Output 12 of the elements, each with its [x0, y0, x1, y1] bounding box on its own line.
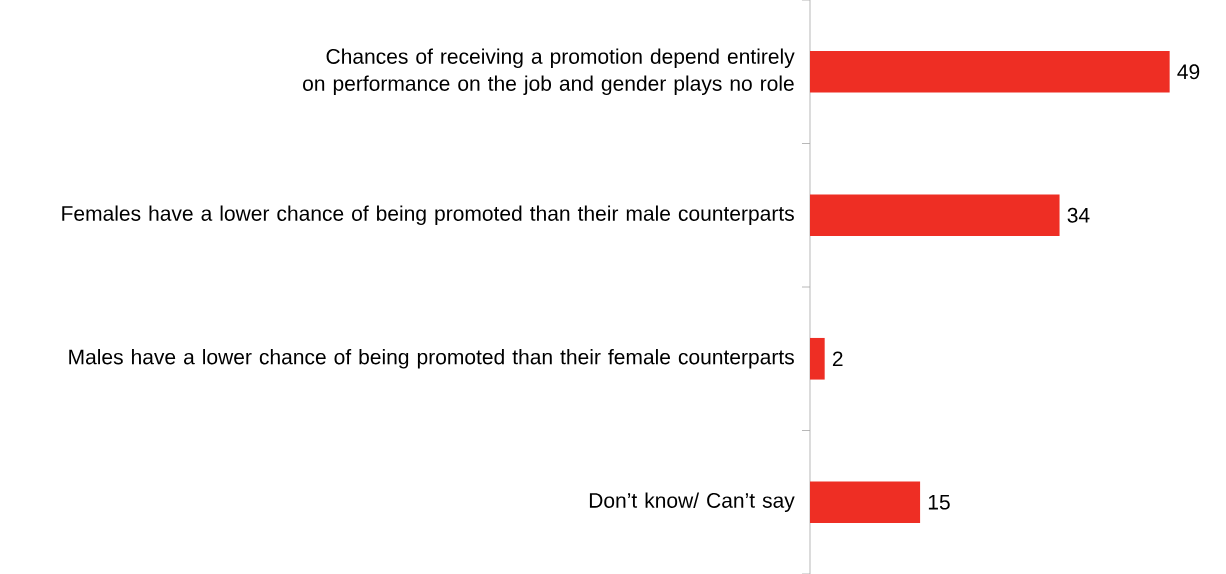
data-label: 49: [1177, 64, 1200, 80]
bar: [810, 337, 825, 380]
y-tick-label: Don’t know/ Can’t say: [589, 492, 795, 513]
data-label: 34: [1067, 207, 1090, 223]
y-tick-label: Chances of receiving a promotion depend entirely on performance on the job and gender plays no role: [303, 48, 795, 96]
data-label: 15: [928, 494, 950, 510]
y-tick-label: Females have a lower chance of being promoted than their male counterparts: [62, 205, 794, 226]
bar: [810, 481, 921, 524]
y-tick-label: Males have a lower chance of being promoted than their female counterparts: [69, 348, 794, 369]
bar: [810, 194, 1060, 237]
bar: [810, 50, 1170, 93]
data-label: 2: [832, 351, 843, 367]
